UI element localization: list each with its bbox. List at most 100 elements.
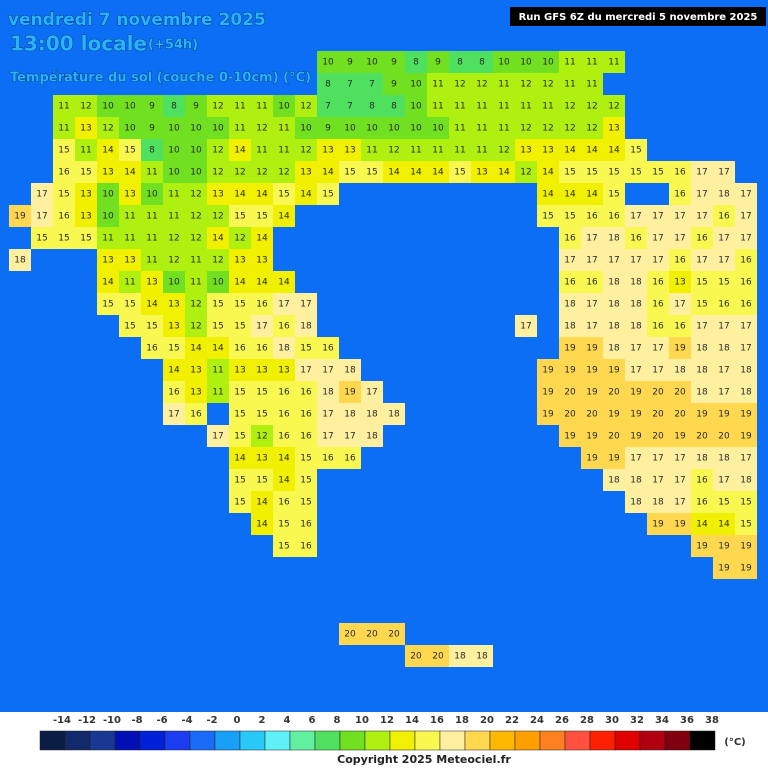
- temperature-label: 15: [234, 498, 245, 508]
- land-cell: [383, 403, 405, 425]
- land-cell: [713, 183, 735, 205]
- land-cell: [603, 469, 625, 491]
- land-cell: [361, 139, 383, 161]
- land-cell: [427, 95, 449, 117]
- temperature-label: 10: [300, 124, 312, 134]
- land-cell: [97, 139, 119, 161]
- land-cell: [559, 73, 581, 95]
- land-cell: [647, 469, 669, 491]
- temperature-label: 16: [586, 278, 598, 288]
- temperature-label: 8: [479, 58, 485, 68]
- temperature-label: 14: [564, 146, 576, 156]
- temperature-label: 12: [212, 212, 223, 222]
- temperature-label: 15: [300, 498, 311, 508]
- temperature-label: 17: [586, 256, 597, 266]
- land-cell: [559, 315, 581, 337]
- temperature-label: 20: [652, 410, 664, 420]
- land-cell: [625, 227, 647, 249]
- land-cell: [31, 205, 53, 227]
- colorbar-label: 28: [580, 715, 594, 726]
- temperature-label: 10: [168, 278, 180, 288]
- colorbar-swatch: [564, 730, 591, 751]
- land-cell: [405, 95, 427, 117]
- land-cell: [735, 403, 757, 425]
- colorbar-swatch: [214, 730, 241, 751]
- land-cell: [647, 249, 669, 271]
- land-cell: [229, 117, 251, 139]
- land-cell: [339, 447, 361, 469]
- temperature-label: 15: [564, 212, 575, 222]
- land-cell: [647, 359, 669, 381]
- land-cell: [603, 95, 625, 117]
- land-cell: [185, 249, 207, 271]
- land-cell: [383, 139, 405, 161]
- land-cell: [515, 139, 537, 161]
- temperature-label: 20: [674, 410, 686, 420]
- map-cells: [9, 51, 757, 667]
- land-cell: [185, 161, 207, 183]
- temperature-label: 15: [80, 168, 91, 178]
- colorbar-label: 24: [530, 715, 544, 726]
- land-cell: [405, 51, 427, 73]
- temperature-label: 16: [300, 410, 312, 420]
- temperature-label: 14: [256, 234, 268, 244]
- land-cell: [603, 161, 625, 183]
- land-cell: [713, 425, 735, 447]
- colorbar-label: 38: [705, 715, 719, 726]
- land-cell: [713, 205, 735, 227]
- land-cell: [691, 403, 713, 425]
- land-cell: [559, 359, 581, 381]
- land-cell: [97, 117, 119, 139]
- temperature-label: 16: [696, 498, 708, 508]
- temperature-label: 19: [652, 520, 664, 530]
- land-cell: [229, 161, 251, 183]
- temperature-label: 15: [300, 454, 311, 464]
- land-cell: [603, 271, 625, 293]
- land-cell: [295, 95, 317, 117]
- land-cell: [163, 249, 185, 271]
- time: 13:00 locale: [10, 32, 147, 56]
- temperature-label: 11: [498, 102, 509, 112]
- temperature-label: 9: [325, 124, 331, 134]
- temperature-label: 17: [366, 388, 377, 398]
- land-cell: [383, 95, 405, 117]
- temperature-label: 8: [325, 80, 331, 90]
- temperature-label: 18: [630, 278, 642, 288]
- temperature-label: 17: [740, 454, 751, 464]
- temperature-label: 8: [391, 102, 397, 112]
- land-cell: [669, 337, 691, 359]
- land-cell: [581, 117, 603, 139]
- land-cell: [251, 315, 273, 337]
- land-cell: [493, 51, 515, 73]
- land-cell: [691, 381, 713, 403]
- temperature-label: 10: [278, 102, 290, 112]
- land-cell: [295, 425, 317, 447]
- land-cell: [163, 95, 185, 117]
- temperature-label: 9: [391, 58, 397, 68]
- colorbar-swatch: [689, 730, 716, 751]
- temperature-label: 13: [278, 366, 289, 376]
- temperature-label: 13: [234, 366, 245, 376]
- land-cell: [207, 161, 229, 183]
- temperature-label: 13: [80, 190, 91, 200]
- land-cell: [669, 293, 691, 315]
- land-cell: [273, 161, 295, 183]
- temperature-label: 18: [652, 498, 664, 508]
- land-cell: [537, 381, 559, 403]
- land-cell: [427, 139, 449, 161]
- temperature-label: 13: [212, 190, 223, 200]
- temperature-label: 20: [410, 652, 422, 662]
- land-cell: [735, 491, 757, 513]
- colorbar-swatch: [289, 730, 316, 751]
- land-cell: [691, 359, 713, 381]
- temperature-label: 17: [696, 322, 707, 332]
- land-cell: [559, 271, 581, 293]
- temperature-label: 10: [212, 278, 224, 288]
- temperature-label: 17: [652, 212, 663, 222]
- temperature-label: 16: [168, 388, 180, 398]
- temperature-label: 14: [564, 190, 576, 200]
- land-cell: [603, 205, 625, 227]
- temperature-label: 16: [58, 168, 70, 178]
- land-cell: [471, 73, 493, 95]
- land-cell: [339, 403, 361, 425]
